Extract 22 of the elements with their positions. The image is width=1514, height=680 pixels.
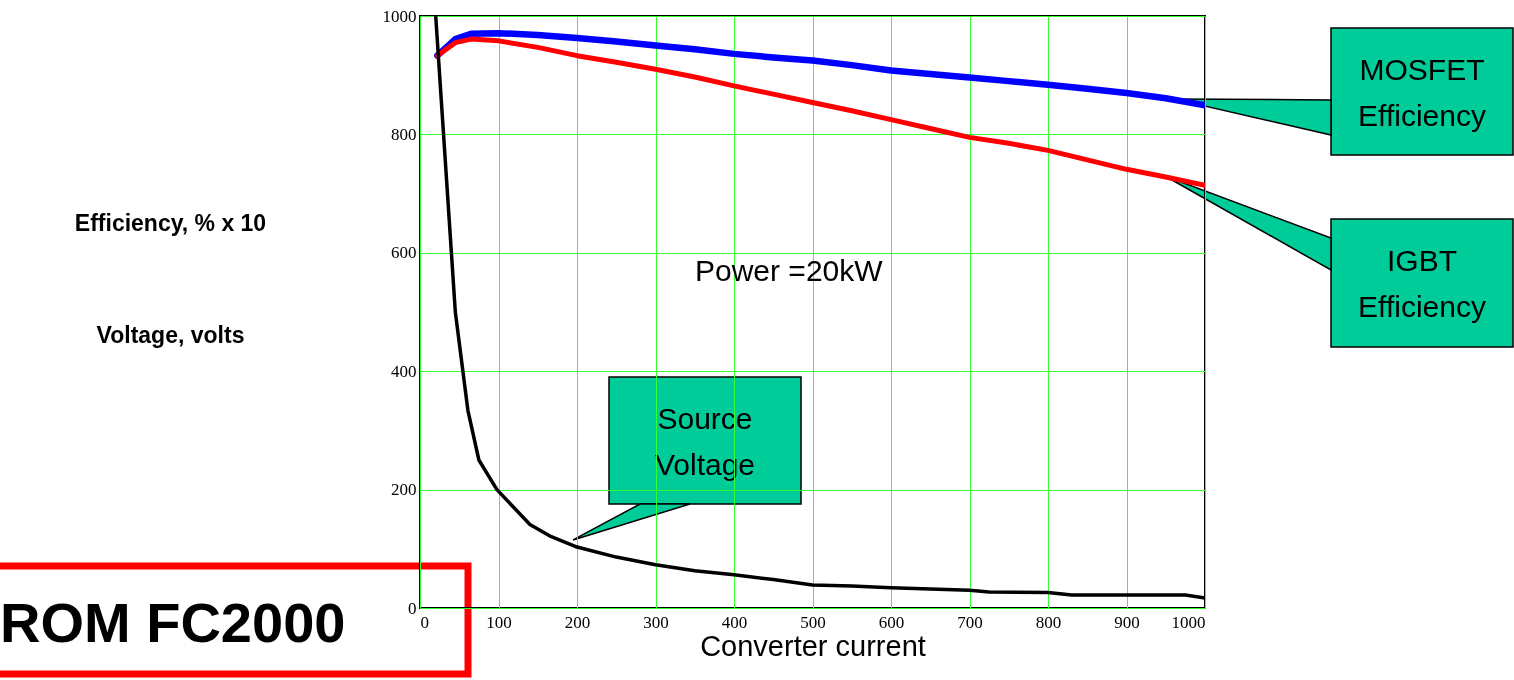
y-tick-label: 600	[391, 243, 417, 263]
y-tick-label: 1000	[382, 6, 417, 26]
x-tick-label: 800	[1035, 612, 1062, 632]
y-tick-label: 400	[391, 361, 417, 381]
x-tick-label: 200	[564, 612, 591, 632]
annotation: Source Voltage	[654, 401, 756, 481]
x-tick-label: 1000	[1171, 612, 1206, 632]
annotation: MOSFET Efficiency	[1358, 52, 1486, 132]
text: ROM FC2000	[0, 590, 346, 655]
x-tick-label: 700	[957, 612, 983, 632]
x-tick-label: 300	[643, 612, 669, 632]
x-tick-label: 500	[800, 612, 826, 632]
x-tick-label: 100	[486, 612, 512, 632]
x-axis-title: Converter current	[700, 629, 926, 662]
x-tick-label: 400	[721, 612, 748, 632]
callout-box: IGBT Efficiency	[1164, 175, 1514, 348]
y-tick-label: 0	[408, 598, 417, 618]
y-tick-label: 800	[391, 124, 417, 144]
y-tick-label: 200	[391, 480, 417, 500]
text: Efficiency, % x 10 Voltage, volts	[74, 209, 267, 348]
x-tick-label: 600	[878, 612, 905, 632]
x-tick-label: 900	[1114, 612, 1140, 632]
